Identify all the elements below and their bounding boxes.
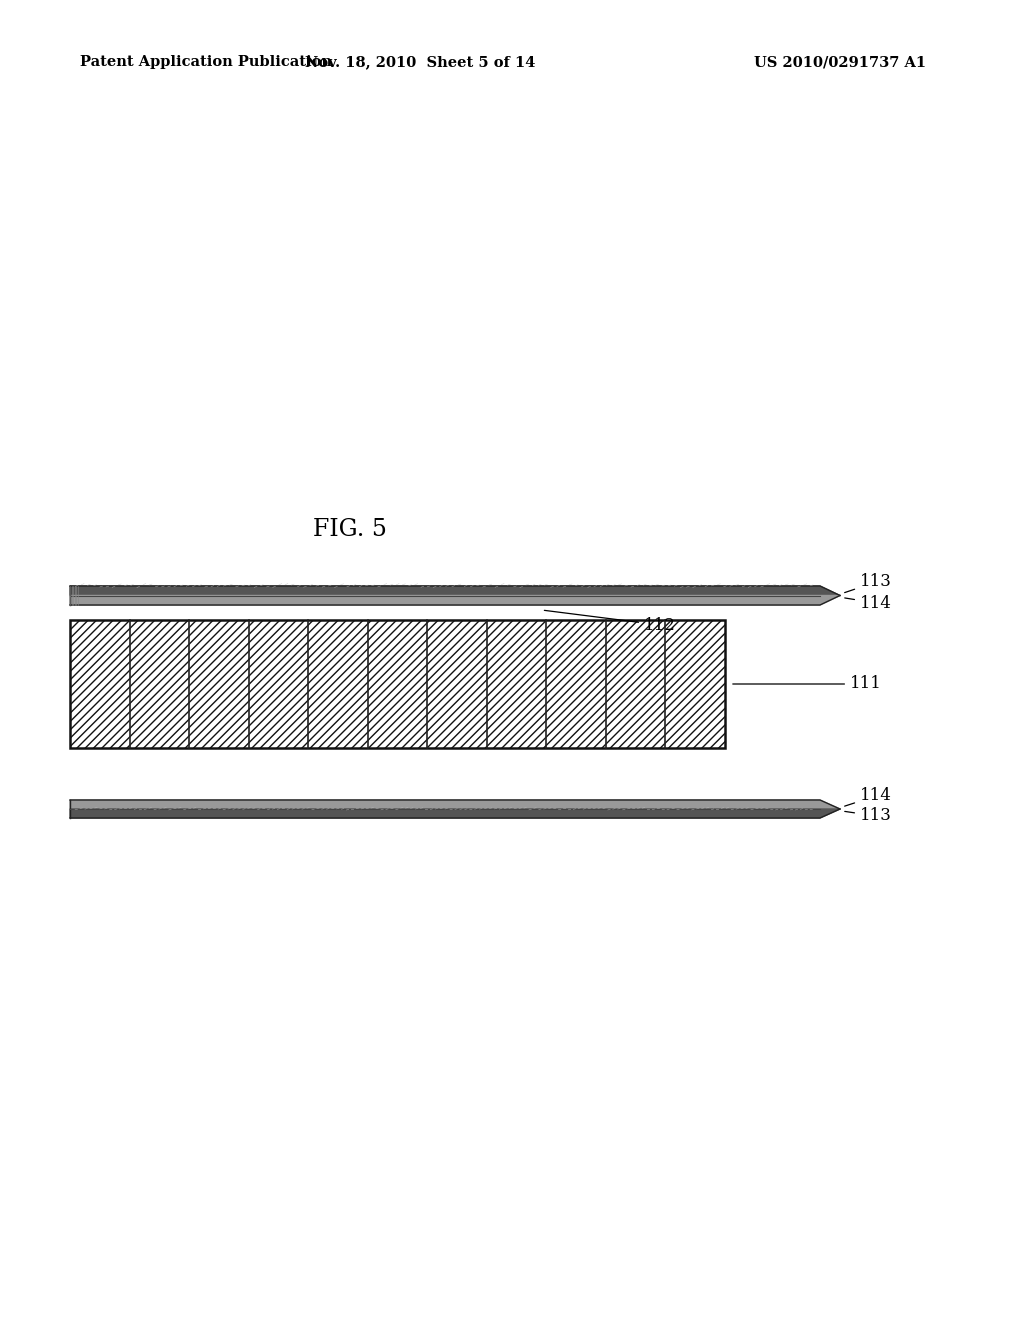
Text: 114: 114 — [845, 594, 892, 611]
Text: 113: 113 — [845, 573, 892, 593]
Text: 113: 113 — [845, 808, 892, 825]
Polygon shape — [70, 800, 840, 809]
Text: Patent Application Publication: Patent Application Publication — [80, 55, 332, 69]
Text: FIG. 5: FIG. 5 — [313, 519, 387, 541]
Text: US 2010/0291737 A1: US 2010/0291737 A1 — [754, 55, 926, 69]
Polygon shape — [70, 809, 840, 818]
Text: 112: 112 — [545, 610, 676, 634]
Polygon shape — [70, 595, 840, 605]
Bar — [70, 620, 725, 748]
Polygon shape — [70, 586, 840, 595]
Text: Nov. 18, 2010  Sheet 5 of 14: Nov. 18, 2010 Sheet 5 of 14 — [305, 55, 536, 69]
Text: 111: 111 — [733, 676, 882, 693]
Text: 114: 114 — [845, 788, 892, 807]
